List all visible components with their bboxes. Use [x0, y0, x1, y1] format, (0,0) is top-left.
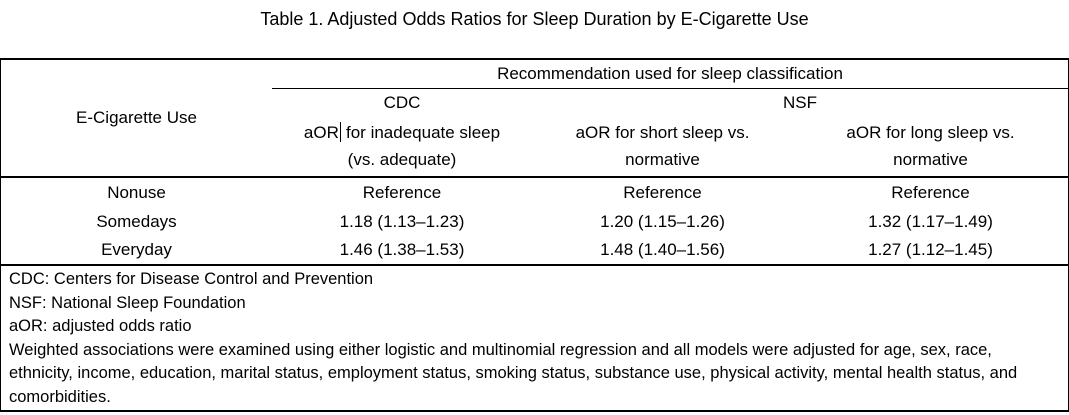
- value-cell: Reference: [362, 183, 442, 202]
- row-header-cell: E-Cigarette Use: [1, 60, 272, 176]
- column-header-text: for inadequate sleep: [341, 123, 501, 142]
- column-header-line1: aOR for long sleep vs.: [846, 123, 1015, 142]
- table-row-somedays: Somedays 1.18 (1.13–1.23) 1.20 (1.15–1.2…: [1, 207, 1068, 236]
- table-row-everyday: Everyday 1.46 (1.38–1.53) 1.48 (1.40–1.5…: [1, 235, 1068, 264]
- column-header-short-sleep: aOR for short sleep vs. normative: [532, 117, 793, 176]
- column-header-text: aOR: [303, 123, 339, 142]
- row-label: Somedays: [96, 211, 177, 231]
- value-cell: Reference: [891, 183, 970, 202]
- footnote-nsf: NSF: National Sleep Foundation: [9, 293, 246, 312]
- column-header-line1: aOR for short sleep vs.: [575, 123, 750, 142]
- value-cell: 1.20 (1.15–1.26): [600, 211, 725, 231]
- column-header-long-sleep: aOR for long sleep vs. normative: [793, 117, 1068, 176]
- table-header: E-Cigarette Use Recommendation used for …: [1, 60, 1068, 178]
- span-header-cell: Recommendation used for sleep classifica…: [272, 60, 1068, 89]
- value-cell: 1.46 (1.38–1.53): [339, 240, 465, 260]
- group-header-row: CDC NSF: [1, 89, 1068, 117]
- span-header-label: Recommendation used for sleep classifica…: [497, 64, 843, 83]
- table-row-nonuse: Nonuse Reference Reference Reference: [1, 178, 1068, 207]
- column-header-line2: normative: [893, 150, 968, 169]
- value-cell: 1.18 (1.13–1.23): [339, 211, 465, 231]
- value-cell: 1.48 (1.40–1.56): [600, 240, 725, 260]
- column-header-inadequate-sleep: aOR for inadequate sleep (vs. adequate): [272, 117, 532, 176]
- column-header-line2: normative: [625, 150, 700, 169]
- group-header-nsf: NSF: [783, 93, 817, 112]
- value-cell: 1.32 (1.17–1.49): [868, 211, 993, 231]
- span-header-row: Recommendation used for sleep classifica…: [1, 60, 1068, 89]
- row-label: Nonuse: [107, 183, 166, 202]
- text-cursor: [339, 122, 342, 142]
- footnote-cdc: CDC: Centers for Disease Control and Pre…: [9, 270, 374, 288]
- value-cell: Reference: [623, 183, 702, 202]
- column-header-line2: (vs. adequate): [347, 150, 457, 169]
- column-header-row: aOR for inadequate sleep (vs. adequate) …: [1, 117, 1068, 176]
- group-header-cdc: CDC: [383, 93, 421, 112]
- data-table: E-Cigarette Use Recommendation used for …: [0, 58, 1069, 412]
- table-footnotes: CDC: Centers for Disease Control and Pre…: [1, 266, 1068, 410]
- footnote-aor: aOR: adjusted odds ratio: [9, 317, 192, 336]
- table-title: Table 1. Adjusted Odds Ratios for Sleep …: [260, 9, 809, 29]
- row-label: Everyday: [101, 240, 172, 260]
- footnote-methods: Weighted associations were examined usin…: [9, 340, 1018, 406]
- table-body: Nonuse Reference Reference Reference Som…: [1, 178, 1068, 266]
- row-header-label: E-Cigarette Use: [76, 108, 197, 127]
- column-header-line1: aOR for inadequate sleep: [272, 117, 532, 146]
- value-cell: 1.27 (1.12–1.45): [868, 240, 993, 260]
